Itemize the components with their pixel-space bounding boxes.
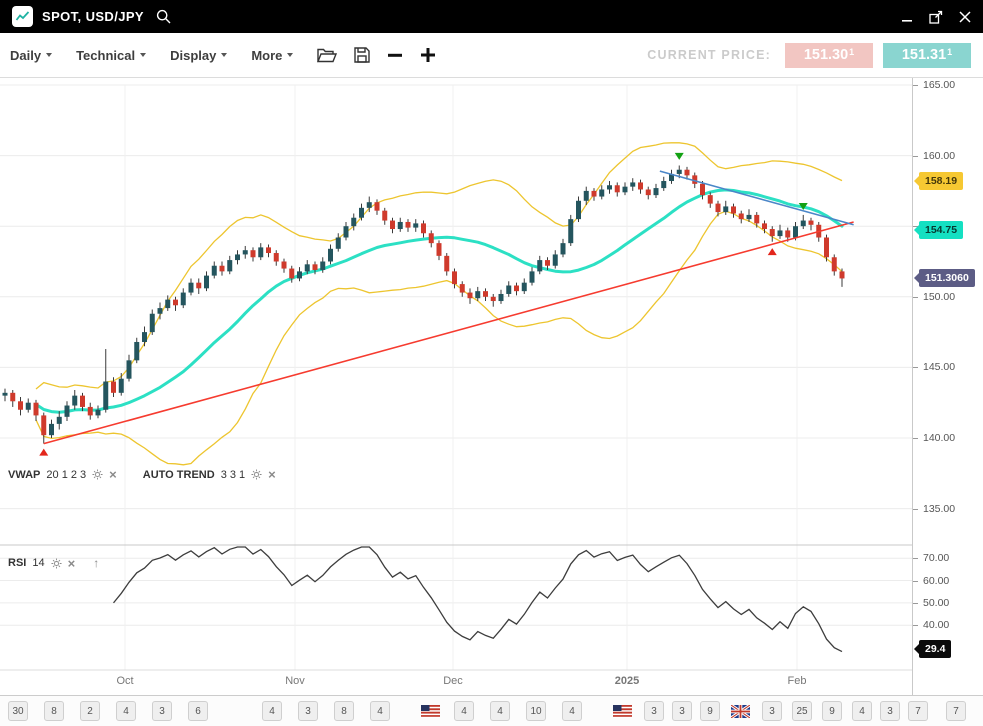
more-menu[interactable]: More	[251, 47, 294, 63]
event-count-box[interactable]: 4	[116, 701, 136, 721]
remove-indicator-icon[interactable]: ×	[109, 467, 117, 482]
axis-price-label: 165.00	[913, 78, 955, 92]
axis-rsi-label: 40.00	[913, 618, 949, 632]
event-count-box[interactable]: 10	[526, 701, 546, 721]
vwap-indicator-params: 20 1 2 3	[46, 468, 87, 481]
chevron-down-icon	[287, 53, 294, 57]
technical-menu-label: Technical	[76, 47, 136, 63]
gear-icon[interactable]	[92, 469, 103, 480]
remove-indicator-icon[interactable]: ×	[67, 555, 76, 571]
chevron-down-icon	[221, 53, 228, 57]
axis-price-label: 150.00	[913, 290, 955, 304]
price-axis[interactable]: 165.00160.00155.00150.00145.00140.00135.…	[912, 78, 983, 695]
event-count-box[interactable]: 4	[262, 701, 282, 721]
bid-price-box: 151.30 1	[785, 42, 873, 68]
timeframe-menu-label: Daily	[10, 47, 42, 63]
month-label: 2025	[615, 675, 639, 687]
auto-trend-indicator-params: 3 3 1	[220, 468, 246, 481]
event-count-box[interactable]: 4	[852, 701, 872, 721]
ask-price-box: 151.31 1	[883, 42, 971, 68]
event-count-box[interactable]: 3	[880, 701, 900, 721]
rsi-indicator-params: 14	[32, 557, 45, 569]
event-count-box[interactable]: 2	[80, 701, 100, 721]
gear-icon[interactable]	[251, 469, 262, 480]
event-count-box[interactable]: 25	[792, 701, 812, 721]
move-pane-up-icon[interactable]: ↑	[93, 556, 100, 570]
technical-menu[interactable]: Technical	[76, 47, 147, 63]
ask-price-pip: 1	[947, 47, 953, 57]
event-count-box[interactable]: 7	[946, 701, 966, 721]
vwap-indicator-row: VWAP 20 1 2 3 × AUTO TREND 3 3 1 ×	[8, 468, 276, 481]
window-title: SPOT, USD/JPY	[42, 9, 145, 24]
timeframe-menu[interactable]: Daily	[10, 47, 53, 63]
event-count-box[interactable]: 30	[8, 701, 28, 721]
search-icon[interactable]	[156, 9, 171, 24]
rsi-value-tag: 29.4	[913, 639, 952, 658]
axis-price-label: 140.00	[913, 431, 955, 445]
gear-icon[interactable]	[51, 557, 62, 569]
event-count-box[interactable]: 3	[644, 701, 664, 721]
event-count-box[interactable]: 3	[298, 701, 318, 721]
event-count-box[interactable]: 9	[822, 701, 842, 721]
display-menu[interactable]: Display	[170, 47, 228, 63]
titlebar: SPOT, USD/JPY	[0, 0, 983, 33]
price-tag: 158.19	[913, 172, 964, 191]
event-count-box[interactable]: 3	[152, 701, 172, 721]
event-count-box[interactable]: 7	[908, 701, 928, 721]
month-label: Oct	[116, 675, 133, 687]
rsi-indicator-row: RSI 14 × ↑	[8, 556, 99, 570]
axis-rsi-label: 70.00	[913, 551, 949, 565]
axis-price-label: 135.00	[913, 502, 955, 516]
chevron-down-icon	[46, 53, 53, 57]
zoom-in-button[interactable]	[420, 47, 436, 63]
event-count-box[interactable]: 9	[700, 701, 720, 721]
us-flag-icon[interactable]	[420, 704, 440, 718]
event-count-box[interactable]: 4	[562, 701, 582, 721]
event-count-box[interactable]: 8	[334, 701, 354, 721]
remove-indicator-icon[interactable]: ×	[268, 467, 276, 482]
ask-price-value: 151.31	[901, 47, 947, 63]
bid-price-value: 151.30	[803, 47, 849, 63]
display-menu-label: Display	[170, 47, 217, 63]
vwap-indicator-label: VWAP	[8, 468, 41, 481]
event-count-box[interactable]: 3	[672, 701, 692, 721]
price-tag: 154.75	[913, 220, 964, 239]
chart-area[interactable]: Oct Nov Dec 2025 Feb VWAP 20 1 2 3 × AUTO TR…	[0, 78, 983, 695]
event-count-box[interactable]: 6	[188, 701, 208, 721]
app-logo-icon	[12, 6, 33, 27]
event-count-box[interactable]: 4	[490, 701, 510, 721]
bid-price-pip: 1	[849, 47, 855, 57]
axis-price-label: 145.00	[913, 360, 955, 374]
event-count-box[interactable]: 4	[370, 701, 390, 721]
auto-trend-indicator-label: AUTO TREND	[142, 468, 215, 481]
rsi-indicator-label: RSI	[8, 557, 27, 569]
us-flag-icon[interactable]	[612, 704, 632, 718]
chart-canvas[interactable]: Oct Nov Dec 2025 Feb	[0, 78, 912, 695]
axis-price-label: 160.00	[913, 149, 955, 163]
month-label: Dec	[443, 675, 463, 687]
close-button[interactable]	[959, 10, 971, 23]
month-label: Nov	[285, 675, 305, 687]
event-count-box[interactable]: 3	[762, 701, 782, 721]
event-count-box[interactable]: 4	[454, 701, 474, 721]
month-label: Feb	[788, 675, 807, 687]
open-folder-icon[interactable]	[317, 47, 338, 63]
zoom-out-button[interactable]	[387, 47, 403, 63]
axis-rsi-label: 50.00	[913, 596, 949, 610]
more-menu-label: More	[251, 47, 283, 63]
event-count-box[interactable]: 8	[44, 701, 64, 721]
axis-rsi-label: 60.00	[913, 574, 949, 588]
uk-flag-icon[interactable]	[730, 704, 750, 718]
current-price-label: CURRENT PRICE:	[647, 48, 771, 62]
events-bar: 30 8 2 4 3 6 4 3 8 4 4 4 10 4 3 3 9 3 25 9 4 3 7 7	[0, 695, 983, 726]
popout-button[interactable]	[929, 10, 943, 24]
save-icon[interactable]	[354, 47, 371, 63]
toolbar: Daily Technical Display More CURRENT PRI…	[0, 33, 983, 78]
chevron-down-icon	[140, 53, 147, 57]
minimize-button[interactable]	[901, 11, 913, 23]
price-tag: 151.3060	[914, 269, 975, 288]
